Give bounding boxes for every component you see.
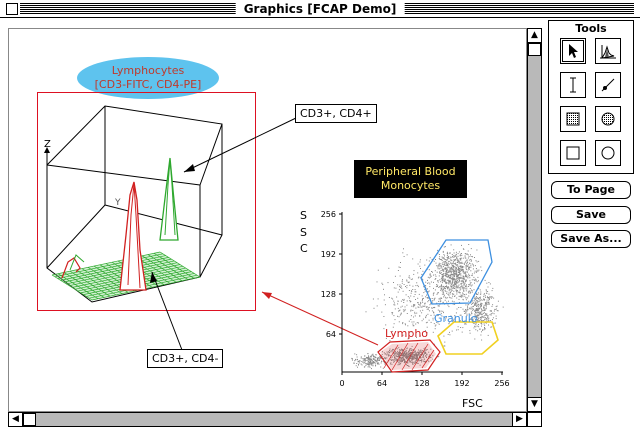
text-tool-icon[interactable]: [560, 72, 586, 98]
arrow-tool-icon[interactable]: [560, 38, 586, 64]
tools-label: Tools: [575, 22, 607, 35]
scroll-right-arrow-icon[interactable]: ▶: [512, 413, 526, 426]
rectangle-tool-icon[interactable]: [560, 140, 586, 166]
callout-cd3-cd4-neg-text: CD3+, CD4-: [152, 352, 219, 365]
monocytes-line1: Peripheral Blood: [365, 165, 456, 178]
horizontal-scroll-track[interactable]: [23, 413, 512, 426]
save-button[interactable]: Save: [551, 206, 631, 224]
scroll-up-arrow-icon[interactable]: ▲: [528, 29, 541, 43]
horizontal-scrollbar[interactable]: ◀ ▶: [8, 412, 527, 427]
horizontal-scroll-thumb[interactable]: [23, 413, 36, 426]
vertical-scroll-track[interactable]: [528, 43, 541, 397]
callout-cd3-cd4-neg[interactable]: CD3+, CD4-: [147, 349, 224, 368]
scroll-down-arrow-icon[interactable]: ▼: [528, 397, 541, 411]
callout-cd3-cd4-pos[interactable]: CD3+, CD4+: [295, 104, 377, 123]
window-title: Graphics [FCAP Demo]: [235, 1, 405, 17]
window-title-bar[interactable]: Graphics [FCAP Demo]: [0, 0, 640, 18]
monocytes-line2: Monocytes: [380, 179, 441, 192]
pattern-square-tool-icon[interactable]: [560, 106, 586, 132]
grow-box[interactable]: [527, 412, 542, 427]
scroll-left-arrow-icon[interactable]: ◀: [9, 413, 23, 426]
save-as-button[interactable]: Save As...: [551, 230, 631, 248]
lymphocytes-title: Lymphocytes: [111, 64, 185, 77]
close-box[interactable]: [6, 3, 18, 15]
pattern-circle-tool-icon[interactable]: [595, 106, 621, 132]
tools-palette: Tools: [548, 20, 634, 174]
line-tool-icon[interactable]: [595, 72, 621, 98]
lymphocytes-subtitle: [CD3-FITC, CD4-PE]: [94, 78, 202, 91]
oval-tool-icon[interactable]: [595, 140, 621, 166]
vertical-scroll-thumb[interactable]: [528, 43, 541, 56]
callout-cd3-cd4-pos-text: CD3+, CD4+: [300, 107, 372, 120]
plot3d-frame[interactable]: [37, 92, 256, 311]
vertical-scrollbar[interactable]: ▲ ▼: [527, 28, 542, 412]
histogram-tool-icon[interactable]: [595, 38, 621, 64]
monocytes-label[interactable]: Peripheral Blood Monocytes: [354, 160, 467, 198]
to-page-button[interactable]: To Page: [551, 181, 631, 199]
